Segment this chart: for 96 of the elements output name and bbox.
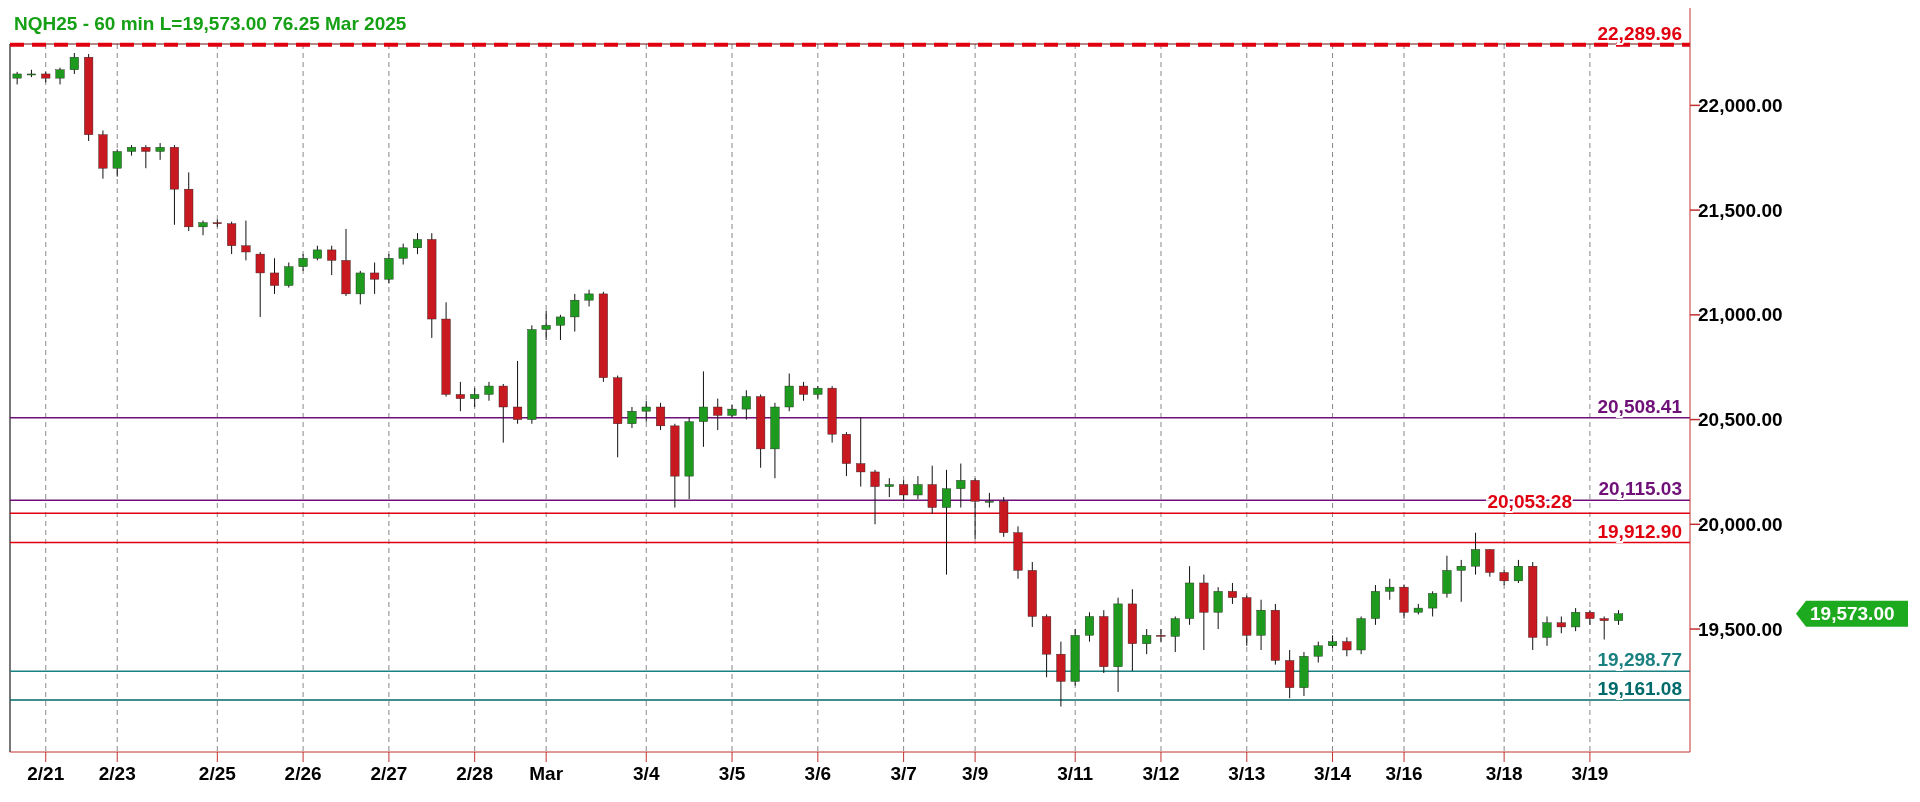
x-tick-label: 3/9	[961, 763, 989, 784]
candlestick	[241, 220, 251, 261]
candlestick	[927, 465, 937, 515]
candlestick	[1571, 607, 1581, 632]
candlestick	[155, 142, 165, 161]
candlestick	[1156, 628, 1166, 643]
y-tick-label: 21,500.00	[1698, 199, 1783, 221]
y-tick-label: 20,500.00	[1698, 409, 1783, 431]
candlestick	[856, 416, 866, 488]
candlestick	[227, 221, 237, 255]
y-tick-label: 21,000.00	[1698, 304, 1783, 326]
candlestick	[355, 270, 365, 305]
candlestick	[255, 251, 265, 318]
candlestick	[470, 387, 480, 408]
x-tick-label: 3/4	[633, 763, 660, 784]
candlestick	[455, 381, 465, 412]
x-tick-label: 3/7	[890, 763, 917, 784]
candlestick	[1513, 559, 1523, 584]
candlestick	[884, 477, 894, 498]
ref-line-label: 20,508.41	[1597, 395, 1683, 417]
candlestick	[698, 370, 708, 448]
x-tick-label: 3/16	[1385, 763, 1423, 784]
x-tick-label: 3/18	[1485, 763, 1523, 784]
candlestick	[899, 479, 909, 502]
candlestick	[1428, 590, 1438, 617]
candlestick	[284, 261, 294, 289]
x-tick-label: 3/14	[1314, 763, 1352, 784]
candlestick	[270, 257, 279, 295]
candlestick	[370, 261, 380, 295]
candlestick	[1085, 611, 1094, 643]
candlestick	[1442, 555, 1452, 599]
x-tick-label: 3/19	[1571, 763, 1609, 784]
candlestick	[1342, 636, 1352, 657]
candlestick	[784, 372, 794, 412]
candlestick	[1585, 609, 1595, 626]
candlestick	[570, 293, 580, 333]
candlestick	[555, 314, 565, 341]
candlestick	[498, 383, 508, 444]
candlestick	[1313, 641, 1323, 664]
x-tick-label: 3/6	[804, 763, 832, 784]
ref-line-label: 19,161.08	[1597, 678, 1682, 700]
ref-line-label: 19,912.90	[1597, 520, 1682, 542]
x-tick-label: 2/26	[284, 763, 322, 784]
candlestick	[713, 398, 723, 431]
candlestick	[641, 400, 651, 423]
chart-title: NQH25 - 60 min L=19,573.00 76.25 Mar 2025	[14, 13, 407, 34]
x-tick-label: 3/13	[1228, 763, 1266, 784]
candlestick	[1142, 628, 1152, 655]
text: 19,573.00	[1810, 603, 1895, 625]
candlestick	[141, 144, 151, 169]
candlestick	[656, 402, 666, 431]
candlestick	[298, 253, 308, 272]
x-tick-label: 3/11	[1057, 763, 1094, 784]
x-tick-label: 2/27	[370, 763, 408, 784]
candlestick	[327, 245, 337, 276]
candlestick	[1456, 559, 1466, 603]
candlestick	[799, 381, 809, 402]
candlestick	[1542, 615, 1552, 647]
x-tick-label: 2/23	[98, 763, 136, 784]
y-tick-label: 20,000.00	[1698, 513, 1783, 535]
candlestick	[627, 406, 637, 429]
candlestick	[1485, 548, 1495, 578]
ref-line-label: 19,298.77	[1597, 649, 1682, 671]
ref-line-label: 20,115.03	[1598, 478, 1682, 500]
candlestick	[584, 289, 594, 307]
candlestick	[384, 253, 394, 284]
candlestick	[741, 389, 751, 421]
candlestick	[413, 232, 422, 255]
candlestick	[970, 477, 980, 540]
x-tick-label: 2/21	[27, 763, 65, 784]
candlestick	[956, 463, 966, 509]
x-tick-label: Mar	[529, 763, 564, 784]
x-tick-label: 2/28	[456, 763, 494, 784]
candlestick	[913, 475, 923, 500]
candlestick	[12, 71, 22, 85]
candlestick	[1385, 578, 1395, 601]
candlestick	[484, 381, 494, 402]
candlestick	[112, 148, 122, 178]
candlestick	[398, 243, 408, 266]
candlestick	[870, 469, 880, 525]
candlestick	[1213, 586, 1223, 630]
candlestick	[513, 360, 523, 425]
candlestick	[1471, 532, 1481, 576]
candlestick	[1227, 582, 1237, 605]
candlestick	[541, 310, 551, 341]
x-tick-label: 2/25	[198, 763, 237, 784]
ref-line-label: 22,289.96	[1597, 22, 1682, 44]
candlestick	[1599, 615, 1609, 641]
candlestick	[198, 220, 208, 236]
y-tick-label: 19,500.00	[1698, 618, 1783, 640]
x-tick-label: 3/12	[1142, 763, 1180, 784]
x-tick-label: 3/5	[718, 763, 746, 784]
candlestick	[69, 52, 79, 75]
candlestick	[1170, 615, 1180, 653]
candlestick	[942, 469, 951, 576]
y-tick-label: 22,000.00	[1698, 95, 1783, 117]
